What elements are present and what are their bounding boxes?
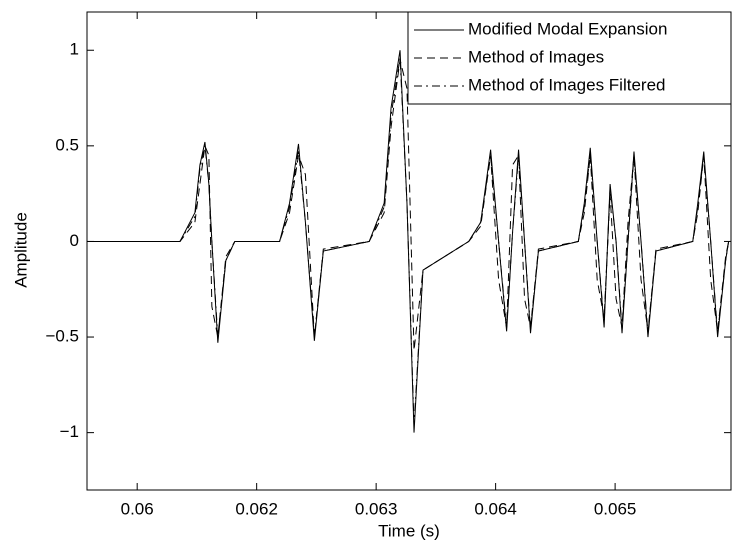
- legend-label: Modified Modal Expansion: [468, 19, 667, 38]
- legend: Modified Modal Expansion Method of Images…: [407, 11, 732, 105]
- x-tick-label: 0.065: [594, 499, 637, 518]
- y-tick-label: −1: [60, 422, 79, 441]
- x-axis-label: Time (s): [378, 521, 440, 540]
- y-tick-label: −0.5: [45, 327, 79, 346]
- y-tick-label: 0: [70, 231, 79, 250]
- y-tick-label: 0.5: [55, 135, 79, 154]
- x-tick-label: 0.064: [474, 499, 517, 518]
- x-tick-label: 0.063: [355, 499, 398, 518]
- series-line: [87, 57, 730, 426]
- y-axis-label: Amplitude: [11, 212, 30, 288]
- legend-label: Method of Images Filtered: [468, 75, 665, 94]
- legend-label: Method of Images: [468, 47, 604, 66]
- y-tick-label: 1: [70, 40, 79, 59]
- legend-box: [407, 11, 732, 105]
- x-tick-label: 0.06: [121, 499, 154, 518]
- x-tick-label: 0.062: [235, 499, 278, 518]
